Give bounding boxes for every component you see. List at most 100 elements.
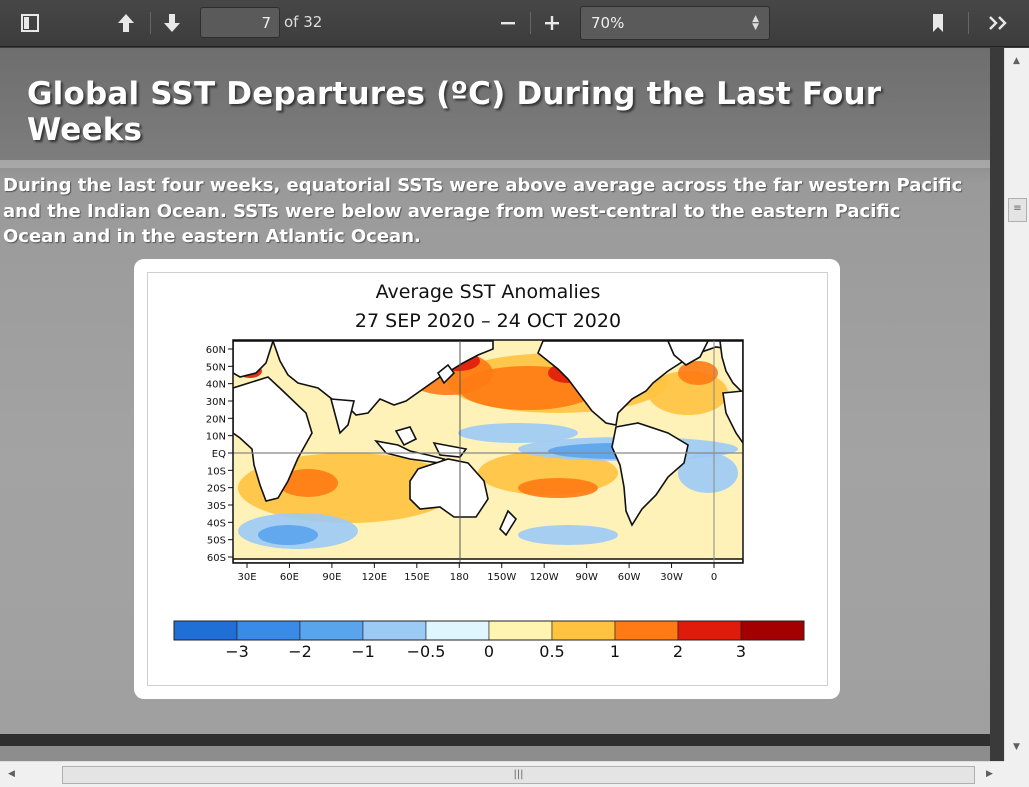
sidebar-toggle-button[interactable] <box>16 8 44 38</box>
next-page-button[interactable] <box>158 8 186 38</box>
slide-title: Global SST Departures (ºC) During the La… <box>27 76 882 148</box>
x-tick-label: 120W <box>530 572 559 583</box>
sidebar-toggle-icon <box>21 14 39 32</box>
zoom-out-button[interactable] <box>496 8 520 38</box>
chart-title-line1: Average SST Anomalies <box>376 281 601 303</box>
anomaly-region-2 <box>278 469 338 497</box>
japan-islands <box>436 363 456 385</box>
y-axis-ticks: 60N 50N 40N 30N 20N 10N EQ 10S 20S 30S 40S 50S 60S <box>206 345 233 564</box>
x-tick-label: 180 <box>450 572 469 583</box>
x-tick-label: 30W <box>660 572 683 583</box>
pdf-toolbar: of 32 70% ▲▼ <box>0 0 1029 47</box>
south-america-landmass <box>611 422 689 527</box>
page-number-input[interactable] <box>200 7 280 38</box>
colorbar-swatch <box>740 620 805 641</box>
y-tick-label: 60S <box>207 553 226 564</box>
colorbar-label: 3 <box>736 642 746 661</box>
sst-anomaly-chart: Average SST Anomalies 27 SEP 2020 – 24 O… <box>147 272 828 686</box>
sst-anomaly-map-svg: Average SST Anomalies 27 SEP 2020 – 24 O… <box>173 281 805 661</box>
colorbar-label: 0.5 <box>539 642 564 661</box>
vertical-scrollbar[interactable]: ▲ ≡ ▼ <box>1004 48 1029 761</box>
colorbar: −3 −2 −1 −0.5 0 0.5 1 2 3 <box>173 620 805 661</box>
colorbar-swatch <box>551 620 616 641</box>
colorbar-label: 2 <box>673 642 683 661</box>
colorbar-frame <box>173 620 805 641</box>
colorbar-label: −2 <box>288 642 312 661</box>
horizontal-scroll-thumb[interactable]: ||| <box>62 766 975 784</box>
y-tick-label: 50S <box>207 536 226 547</box>
bookmark-icon <box>933 14 943 32</box>
colorbar-label: −1 <box>351 642 375 661</box>
select-arrows-icon: ▲ ▼ <box>752 14 759 32</box>
colorbar-swatch <box>677 620 742 641</box>
x-tick-label: 60W <box>618 572 641 583</box>
y-tick-label: 10S <box>207 466 226 477</box>
vertical-scroll-thumb[interactable]: ≡ <box>1008 198 1027 222</box>
title-band <box>0 48 990 160</box>
colorbar-swatch <box>488 620 553 641</box>
zoom-in-icon <box>545 16 559 30</box>
chart-title-line2: 27 SEP 2020 – 24 OCT 2020 <box>355 310 621 332</box>
toolbar-separator <box>968 12 969 34</box>
y-tick-label: 30N <box>206 397 226 408</box>
anomaly-region-15 <box>258 525 318 545</box>
double-chevron-right-icon <box>989 16 1007 30</box>
west-africa-landmass <box>722 390 743 445</box>
scroll-right-arrow-icon[interactable]: ▶ <box>986 769 993 779</box>
colorbar-label: −0.5 <box>407 642 446 661</box>
y-tick-label: 30S <box>207 501 226 512</box>
borneo-island <box>394 426 418 447</box>
colorbar-swatch <box>173 620 238 641</box>
scrollbar-corner <box>1004 761 1029 787</box>
scroll-left-arrow-icon[interactable]: ◀ <box>8 769 15 779</box>
next-page-preview <box>0 746 990 761</box>
arrow-down-icon <box>164 14 180 32</box>
x-tick-label: 30E <box>237 572 256 583</box>
page-count-label: of 32 <box>284 13 323 31</box>
bookmark-button[interactable] <box>926 8 950 38</box>
x-tick-label: 90E <box>322 572 341 583</box>
y-tick-label: 40N <box>206 380 226 391</box>
map-frame <box>232 339 744 564</box>
anomaly-region-13 <box>458 423 578 443</box>
antarctica-edge <box>233 558 743 563</box>
y-tick-label: 40S <box>207 518 226 529</box>
tools-button[interactable] <box>984 8 1014 38</box>
y-tick-label: EQ <box>212 449 226 460</box>
new-zealand-islands <box>499 509 518 537</box>
x-tick-label: 150E <box>404 572 429 583</box>
x-tick-label: 90W <box>575 572 598 583</box>
colorbar-swatch <box>236 620 301 641</box>
y-tick-label: 10N <box>206 432 226 443</box>
colorbar-swatch <box>362 620 427 641</box>
slide-body-text: During the last four weeks, equatorial S… <box>3 175 963 247</box>
y-tick-label: 20N <box>206 414 226 425</box>
arrow-up-icon <box>118 14 134 32</box>
chart-card: Average SST Anomalies 27 SEP 2020 – 24 O… <box>134 259 840 699</box>
toolbar-separator <box>530 12 531 34</box>
x-axis-ticks: 30E 60E 90E 120E 150E 180 150W 120W 90W 60W 30W 0 <box>237 563 717 583</box>
anomaly-region-3 <box>518 478 598 498</box>
scroll-up-arrow-icon[interactable]: ▲ <box>1013 56 1020 66</box>
sst-map <box>233 340 743 563</box>
scroll-down-arrow-icon[interactable]: ▼ <box>1013 742 1020 752</box>
greenland-landmass <box>666 340 710 366</box>
horizontal-scrollbar[interactable]: ◀ ||| ▶ <box>0 761 1029 787</box>
indonesia-islands <box>373 439 446 464</box>
x-tick-label: 150W <box>487 572 516 583</box>
y-tick-label: 60N <box>206 345 226 356</box>
anomaly-region-10 <box>678 361 718 385</box>
x-tick-label: 120E <box>362 572 387 583</box>
document-viewer[interactable]: Global SST Departures (ºC) During the La… <box>0 48 1004 761</box>
x-tick-label: 60E <box>280 572 299 583</box>
colorbar-label: 0 <box>484 642 494 661</box>
zoom-select[interactable]: 70% ▲ ▼ <box>580 6 770 40</box>
colorbar-label: 1 <box>610 642 620 661</box>
west-europe-landmass <box>719 340 743 395</box>
pdf-page: Global SST Departures (ºC) During the La… <box>0 48 990 734</box>
previous-page-button[interactable] <box>112 8 140 38</box>
zoom-in-button[interactable] <box>540 8 564 38</box>
anomaly-region-16 <box>678 453 738 493</box>
colorbar-swatch <box>614 620 679 641</box>
toolbar-separator <box>150 12 151 34</box>
